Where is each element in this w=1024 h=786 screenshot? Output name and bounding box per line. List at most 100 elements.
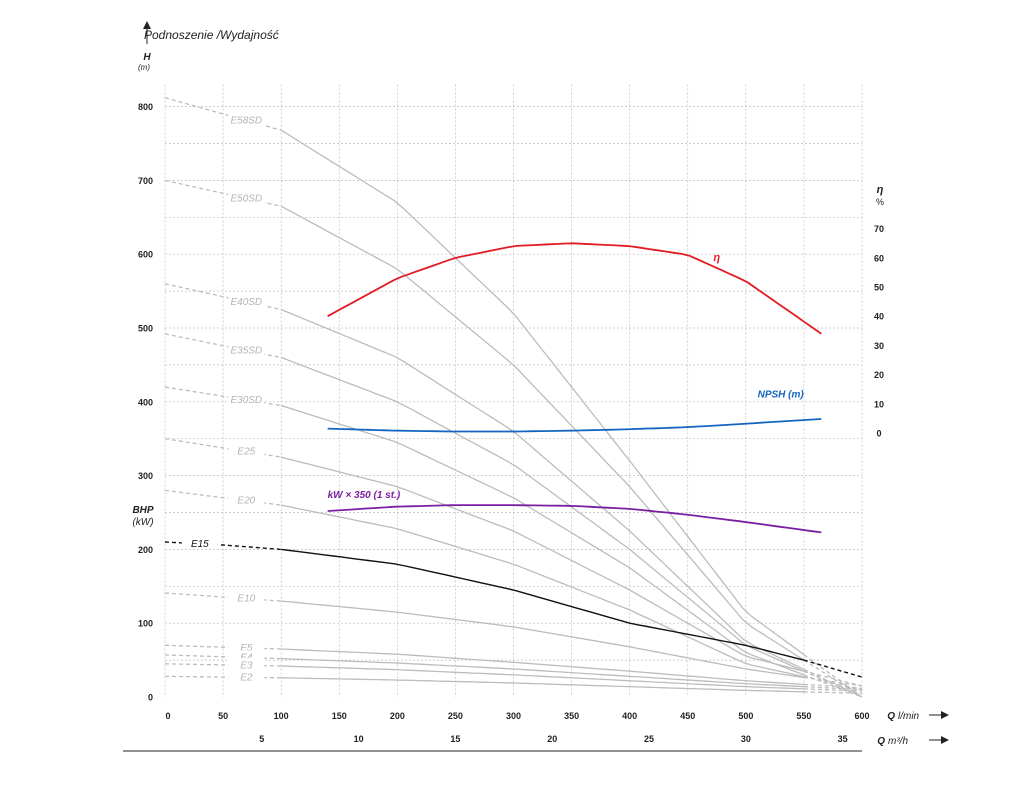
curve-label-bg bbox=[228, 591, 265, 604]
y-tick-label: 400 bbox=[138, 397, 153, 407]
y-right-tick-label: 50 bbox=[874, 283, 884, 293]
pump-curve-dashed-start bbox=[164, 644, 282, 650]
power-curve bbox=[327, 504, 822, 534]
curve-label: E35SD bbox=[230, 345, 262, 356]
curve-label-bg bbox=[228, 670, 265, 683]
curve-label: E50SD bbox=[230, 193, 262, 204]
y-tick-label: 0 bbox=[148, 693, 153, 703]
pump-curve bbox=[281, 548, 805, 661]
pump-curve-dashed-end bbox=[803, 686, 862, 691]
pump-curve bbox=[280, 205, 805, 661]
x-secondary-tick-label: 30 bbox=[741, 734, 751, 744]
x-secondary-tick-label: 10 bbox=[354, 734, 364, 744]
curve-label-bg bbox=[228, 392, 265, 405]
pump-curve-dashed-start bbox=[164, 654, 282, 660]
y-tick-label: 300 bbox=[138, 471, 153, 481]
pump-curve-dashed-end bbox=[803, 670, 863, 687]
curve-labels: E58SDE50SDE40SDE35SDE30SDE25E20E15E10E5E… bbox=[181, 113, 805, 683]
curve-label-bg bbox=[228, 191, 265, 204]
pump-curve bbox=[280, 308, 805, 670]
y-right-tick-label: 70 bbox=[874, 224, 884, 234]
curve-label: E30SD bbox=[230, 395, 262, 406]
curve-label: E4 bbox=[240, 653, 253, 664]
y-right-tick-label: 40 bbox=[874, 312, 884, 322]
pump-curve bbox=[281, 648, 804, 686]
x-tick-label: 0 bbox=[165, 711, 170, 721]
y-left-label: H bbox=[143, 52, 151, 63]
npsh-label: NPSH (m) bbox=[758, 389, 805, 400]
y-right-tick-label: 20 bbox=[874, 370, 884, 380]
npsh-curve bbox=[327, 418, 822, 433]
chart-title: Podnoszenie /Wydajność bbox=[144, 28, 279, 42]
curve-label-bg bbox=[228, 113, 265, 126]
curve-label-bg bbox=[228, 640, 265, 653]
x-secondary-tick-label: 35 bbox=[838, 734, 848, 744]
x-secondary-tick-label: 20 bbox=[547, 734, 557, 744]
pump-curve-dashed-end bbox=[803, 670, 863, 698]
pump-curve-dashed-start bbox=[164, 541, 282, 551]
curve-label: E20 bbox=[237, 496, 255, 507]
x-tick-label: 200 bbox=[390, 711, 405, 721]
y-tick-label: 600 bbox=[138, 250, 153, 260]
x-primary-label: Q bbox=[887, 711, 895, 722]
x-tick-label: 250 bbox=[448, 711, 463, 721]
x-secondary-unit: m³/h bbox=[888, 736, 908, 747]
pump-curve bbox=[281, 504, 805, 678]
y-left-secondary-unit: (kW) bbox=[132, 517, 153, 528]
x-secondary-tick-label: 15 bbox=[450, 734, 460, 744]
pump-curve bbox=[281, 600, 804, 679]
x-secondary-label: Q bbox=[877, 736, 885, 747]
y-tick-label: 700 bbox=[138, 176, 153, 186]
curve-label: E10 bbox=[237, 594, 255, 605]
pump-curve-dashed-start bbox=[164, 592, 282, 602]
curve-label-bg bbox=[228, 493, 265, 506]
pump-curves bbox=[164, 97, 863, 698]
pump-curve bbox=[280, 129, 805, 656]
y-right-tick-label: 0 bbox=[876, 429, 881, 439]
x-secondary-tick-label: 5 bbox=[259, 734, 264, 744]
x-tick-label: 100 bbox=[274, 711, 289, 721]
pump-curve bbox=[281, 677, 804, 693]
curve-label: E40SD bbox=[230, 297, 262, 308]
y-tick-label: 500 bbox=[138, 324, 153, 334]
x-tick-label: 150 bbox=[332, 711, 347, 721]
curve-label-bg bbox=[181, 536, 218, 549]
y-axis-arrow-head bbox=[143, 21, 151, 29]
y-tick-label: 800 bbox=[138, 102, 153, 112]
x-secondary-tick-label: 25 bbox=[644, 734, 654, 744]
y-right-tick-label: 30 bbox=[874, 341, 884, 351]
curve-label-bg bbox=[228, 294, 265, 307]
efficiency-label: η bbox=[713, 252, 720, 264]
y-tick-label: 100 bbox=[138, 619, 153, 629]
y-left-secondary-label: BHP bbox=[132, 505, 153, 516]
curve-label: E5 bbox=[240, 643, 253, 654]
pump-curve-dashed-end bbox=[803, 691, 862, 694]
x-tick-label: 450 bbox=[680, 711, 695, 721]
pump-curve-dashed-end bbox=[803, 676, 863, 687]
y-right-label: η bbox=[877, 184, 884, 196]
x-tick-label: 400 bbox=[622, 711, 637, 721]
x-tick-label: 50 bbox=[218, 711, 228, 721]
curve-label: E58SD bbox=[230, 115, 262, 126]
pump-curve-dashed-end bbox=[803, 654, 863, 698]
y-left-unit: (m) bbox=[138, 63, 150, 72]
y-tick-label: 200 bbox=[138, 545, 153, 555]
curve-label: E25 bbox=[237, 447, 255, 458]
curve-label-bg bbox=[228, 343, 265, 356]
pump-curve-dashed-start bbox=[165, 663, 282, 667]
x2-axis-arrow-head bbox=[941, 736, 949, 744]
pump-curve bbox=[280, 356, 805, 672]
x-tick-label: 300 bbox=[506, 711, 521, 721]
x-tick-label: 500 bbox=[738, 711, 753, 721]
grid bbox=[164, 84, 863, 697]
y-right-unit: % bbox=[876, 197, 884, 207]
curve-label: E2 bbox=[240, 672, 253, 683]
axes: 0100200300400500600700800010203040506070… bbox=[123, 21, 949, 752]
x-tick-label: 600 bbox=[854, 711, 869, 721]
pump-curve-dashed-end bbox=[803, 659, 863, 698]
y-right-tick-label: 10 bbox=[874, 399, 884, 409]
pump-curve bbox=[281, 657, 804, 688]
pump-curve-dashed-end bbox=[803, 688, 862, 692]
efficiency-curve bbox=[327, 242, 822, 335]
